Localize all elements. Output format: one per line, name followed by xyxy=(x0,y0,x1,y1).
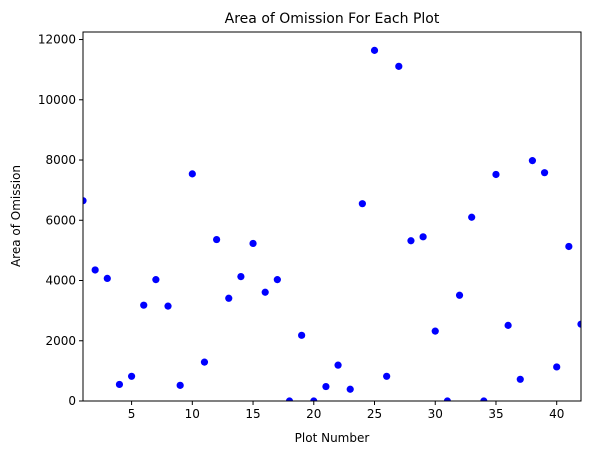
data-point xyxy=(516,375,524,383)
data-point xyxy=(298,331,306,339)
data-point xyxy=(152,276,160,284)
data-point xyxy=(127,372,136,380)
y-tick-label: 0 xyxy=(68,394,76,408)
data-point xyxy=(83,197,87,205)
x-tick-label: 30 xyxy=(428,407,443,421)
data-point xyxy=(468,213,476,221)
data-point xyxy=(431,327,439,335)
data-point xyxy=(285,397,294,401)
data-point xyxy=(225,294,233,302)
data-point xyxy=(176,381,184,389)
data-point xyxy=(383,372,391,380)
data-point xyxy=(322,382,330,391)
data-point xyxy=(115,380,124,389)
x-tick-label: 40 xyxy=(549,407,564,421)
y-tick-label: 4000 xyxy=(45,274,76,288)
plot-frame xyxy=(82,31,582,402)
x-tick-label: 15 xyxy=(245,407,260,421)
data-point xyxy=(213,235,221,244)
plot-area xyxy=(83,32,581,401)
x-tick-label: 5 xyxy=(128,407,136,421)
data-point xyxy=(395,62,403,70)
data-point xyxy=(188,170,196,178)
x-axis-ticks: 5 10 15 20 25 30 35 40 xyxy=(128,401,564,421)
y-tick-label: 8000 xyxy=(45,153,76,167)
data-point xyxy=(261,288,269,296)
y-tick-label: 12000 xyxy=(38,33,76,47)
data-point xyxy=(504,321,512,329)
data-point xyxy=(249,239,257,248)
x-tick-label: 10 xyxy=(185,407,200,421)
data-point xyxy=(565,242,573,251)
points-layer xyxy=(83,46,581,401)
data-point xyxy=(553,363,561,371)
x-tick-label: 20 xyxy=(306,407,321,421)
data-point xyxy=(480,397,488,401)
data-point xyxy=(310,397,318,401)
data-point xyxy=(164,302,172,310)
data-point xyxy=(492,170,500,179)
y-tick-label: 2000 xyxy=(45,334,76,348)
y-axis-label: Area of Omission xyxy=(9,165,23,267)
chart-title: Area of Omission For Each Plot xyxy=(225,11,440,27)
data-point xyxy=(419,233,427,241)
x-tick-label: 25 xyxy=(367,407,382,421)
y-tick-label: 10000 xyxy=(38,93,76,107)
data-point xyxy=(273,276,281,284)
data-point xyxy=(346,385,354,393)
data-point xyxy=(200,358,209,366)
x-tick-label: 35 xyxy=(488,407,503,421)
data-point xyxy=(140,301,148,309)
data-point xyxy=(91,266,99,274)
data-point xyxy=(577,320,581,328)
data-point xyxy=(334,361,342,369)
data-point xyxy=(358,200,366,208)
data-point xyxy=(237,272,245,281)
data-point xyxy=(370,46,379,54)
x-axis-label: Plot Number xyxy=(295,431,370,445)
data-point xyxy=(528,157,537,165)
y-axis-ticks: 0 2000 4000 6000 8000 10000 12000 xyxy=(38,33,83,408)
data-point xyxy=(407,237,415,245)
data-point xyxy=(455,291,464,299)
data-point xyxy=(443,397,451,401)
data-point xyxy=(540,169,549,177)
data-point xyxy=(103,274,111,282)
y-tick-label: 6000 xyxy=(45,213,76,227)
